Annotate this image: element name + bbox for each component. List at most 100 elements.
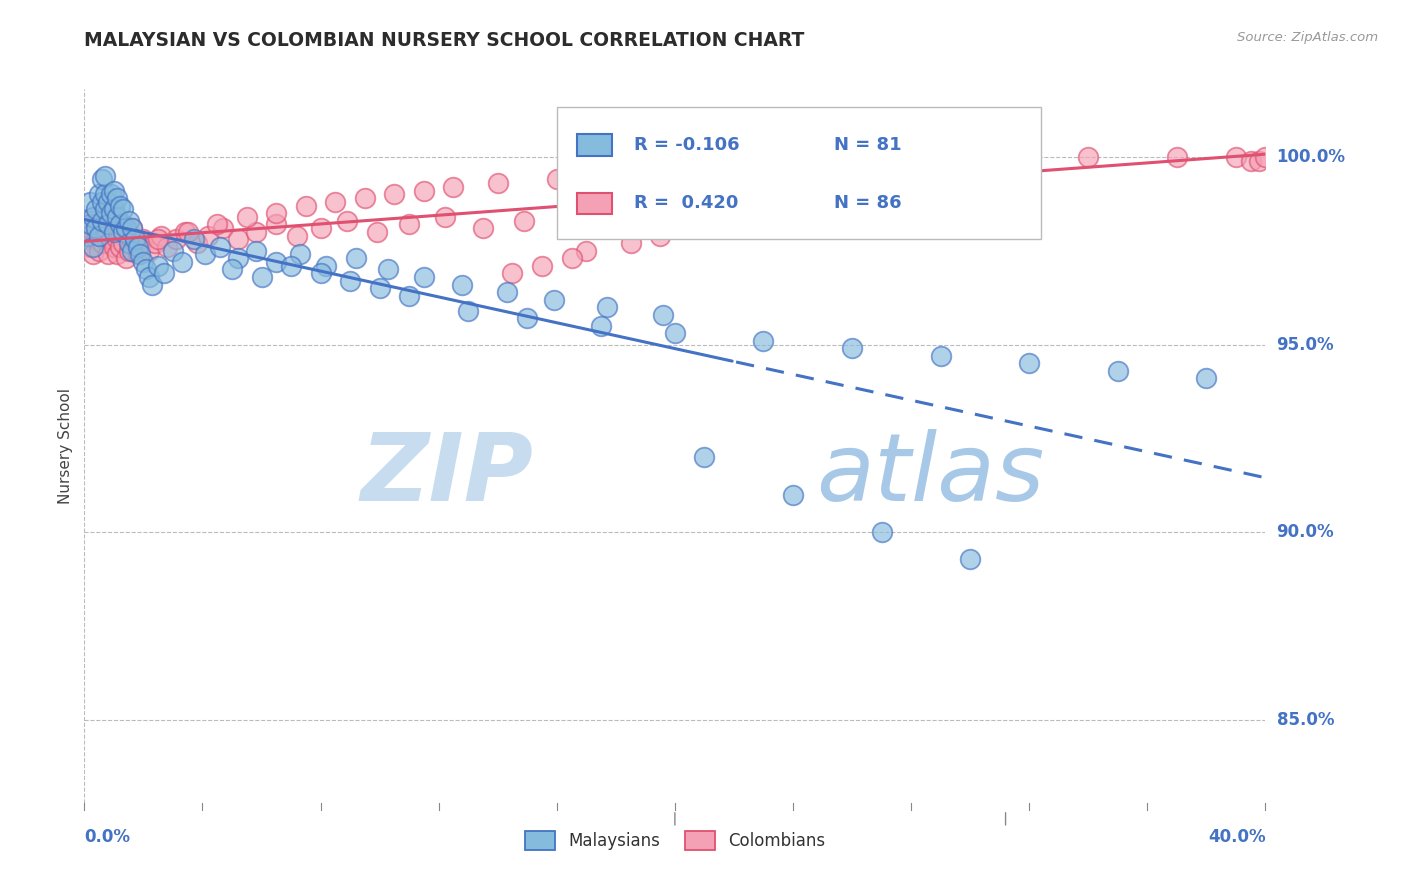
Point xyxy=(82,247,104,261)
Point xyxy=(1249,153,1271,168)
Point xyxy=(143,236,166,251)
Point xyxy=(226,251,249,265)
Point xyxy=(295,199,318,213)
Point xyxy=(212,221,235,235)
Point xyxy=(91,194,114,209)
Point xyxy=(84,202,107,217)
Point xyxy=(84,210,107,224)
Point xyxy=(132,232,155,246)
Point xyxy=(530,259,553,273)
Point xyxy=(1240,153,1263,168)
Point xyxy=(288,247,311,261)
Point xyxy=(97,225,120,239)
Point xyxy=(648,228,672,243)
Point xyxy=(79,218,101,232)
Point xyxy=(264,255,288,269)
Point xyxy=(1195,371,1218,385)
Text: R =  0.420: R = 0.420 xyxy=(634,194,738,212)
Point xyxy=(111,202,134,217)
Point xyxy=(546,172,568,186)
Point xyxy=(118,228,141,243)
Point xyxy=(693,450,716,465)
Text: 100.0%: 100.0% xyxy=(1277,148,1346,166)
Point xyxy=(170,255,193,269)
Point xyxy=(368,281,391,295)
Point xyxy=(221,262,243,277)
Point xyxy=(118,213,141,227)
Point xyxy=(138,244,160,258)
Point xyxy=(183,232,205,246)
Point xyxy=(441,179,464,194)
Point xyxy=(177,225,200,239)
Point xyxy=(1225,150,1247,164)
Point xyxy=(91,236,114,251)
Text: 40.0%: 40.0% xyxy=(1208,828,1265,846)
Point xyxy=(1077,150,1099,164)
Point xyxy=(226,232,249,246)
Point xyxy=(336,213,359,227)
Point xyxy=(150,228,173,243)
Point xyxy=(398,218,420,232)
Point xyxy=(596,300,619,314)
Point xyxy=(138,270,160,285)
Point xyxy=(782,488,804,502)
Point xyxy=(870,525,893,540)
Text: atlas: atlas xyxy=(817,429,1045,520)
Point xyxy=(97,247,120,261)
Text: N = 81: N = 81 xyxy=(834,136,901,153)
Point xyxy=(103,218,125,232)
Point xyxy=(97,218,120,232)
Point xyxy=(205,218,228,232)
Point xyxy=(501,266,523,280)
Point xyxy=(723,161,745,175)
Point xyxy=(79,218,101,232)
Point xyxy=(472,221,495,235)
Point xyxy=(105,191,128,205)
Point xyxy=(105,247,128,261)
Point xyxy=(121,244,143,258)
Point xyxy=(323,194,347,209)
Point xyxy=(148,232,170,246)
Point xyxy=(87,187,111,202)
Text: 90.0%: 90.0% xyxy=(1277,524,1334,541)
Point xyxy=(413,184,436,198)
Point xyxy=(118,244,141,258)
Point xyxy=(87,228,111,243)
Point xyxy=(285,228,308,243)
Y-axis label: Nursery School: Nursery School xyxy=(58,388,73,504)
Point xyxy=(127,240,149,254)
Point xyxy=(752,334,775,348)
Point xyxy=(91,213,114,227)
Point xyxy=(209,240,232,254)
Point xyxy=(100,232,122,246)
Point xyxy=(366,225,388,239)
Point xyxy=(94,187,117,202)
Point xyxy=(114,251,136,265)
Point xyxy=(245,244,267,258)
Point xyxy=(111,236,134,251)
Point xyxy=(105,210,128,224)
Point xyxy=(94,169,117,183)
Point xyxy=(84,232,107,246)
Point xyxy=(141,277,163,292)
Point xyxy=(91,213,114,227)
Point xyxy=(162,244,184,258)
Point xyxy=(94,228,117,243)
Point xyxy=(103,184,125,198)
Text: 95.0%: 95.0% xyxy=(1277,335,1334,353)
Text: N = 86: N = 86 xyxy=(834,194,901,212)
Point xyxy=(132,255,155,269)
Point xyxy=(315,259,337,273)
Text: Source: ZipAtlas.com: Source: ZipAtlas.com xyxy=(1237,31,1378,45)
Point xyxy=(108,199,131,213)
Point xyxy=(103,202,125,217)
Point xyxy=(591,318,613,333)
Point xyxy=(114,221,136,235)
Point xyxy=(900,153,922,168)
Point xyxy=(959,551,981,566)
Point xyxy=(309,221,332,235)
Point xyxy=(82,225,104,239)
Point xyxy=(339,274,361,288)
Point xyxy=(84,221,107,235)
Point xyxy=(1254,150,1277,164)
